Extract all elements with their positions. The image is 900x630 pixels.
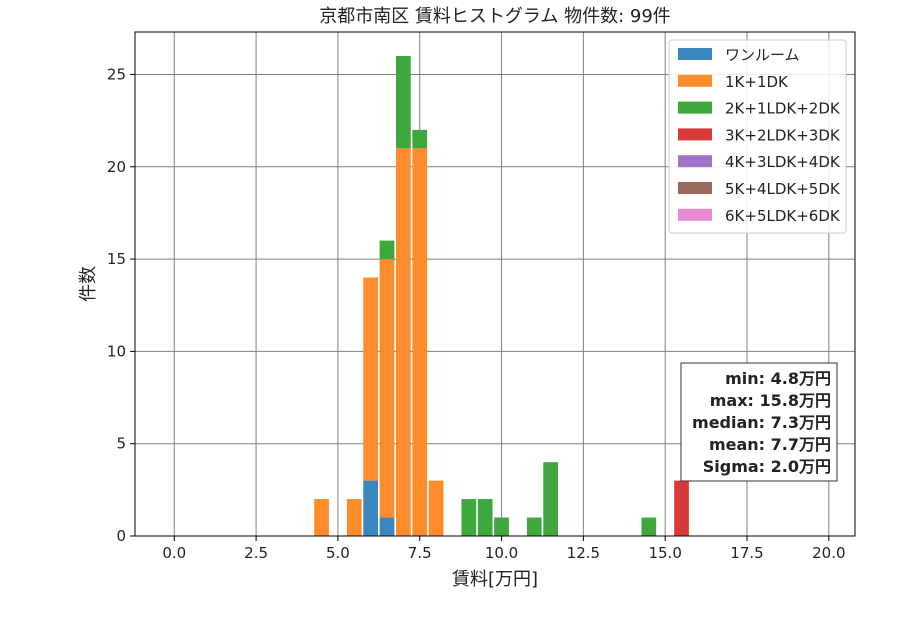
bar-2-4 [396,56,411,149]
stats-line-4: Sigma: 2.0万円 [703,457,831,476]
x-tick-label: 2.5 [244,544,268,562]
legend-swatch-1 [678,74,712,87]
bar-2-8 [477,499,493,536]
x-tick-label: 20.0 [812,544,845,562]
x-tick-label: 5.0 [326,544,350,562]
legend-label-5: 5K+4LDK+5DK [725,180,841,198]
bar-2-3 [379,240,395,260]
x-axis-label: 賃料[万円] [452,569,538,590]
y-tick-label: 20 [107,158,126,176]
legend-label-3: 3K+2LDK+3DK [725,126,841,144]
bar-1-2 [363,277,378,481]
y-axis-label: 件数 [78,266,99,302]
x-tick-label: 17.5 [730,544,763,562]
bar-2-12 [641,517,657,536]
x-tick-label: 0.0 [162,544,186,562]
y-tick-label: 15 [107,250,126,268]
y-tick-label: 0 [116,527,126,545]
bar-2-9 [494,517,509,536]
bar-2-11 [543,462,558,536]
legend-box [668,39,847,234]
stats-box-frame [680,362,838,482]
legend-swatch-6 [678,208,712,221]
legend-label-1: 1K+1DK [725,73,789,91]
plot-frame [134,31,856,537]
bar-0-3 [379,517,395,536]
stats-line-1: max: 15.8万円 [710,391,831,410]
y-tick-label: 10 [107,342,126,360]
x-tick-label: 7.5 [408,544,432,562]
legend-swatch-4 [678,155,712,168]
bar-1-1 [346,499,362,536]
x-tick-label: 15.0 [648,544,681,562]
y-tick-label: 5 [116,435,126,453]
bar-2-5 [412,129,428,149]
legend-swatch-0 [678,48,712,60]
stats-box: min: 4.8万円 max: 15.8万円 median: 7.3万円 mean: … [680,362,838,482]
bar-1-3 [379,259,395,518]
legend-swatch-2 [678,101,712,114]
bar-1-4 [396,148,411,537]
bar-1-5 [412,148,428,537]
bar-1-6 [428,480,444,536]
bar-2-7 [461,499,477,536]
bar-1-0 [314,499,329,536]
legend-label-4: 4K+3LDK+4DK [725,153,841,171]
stats-line-3: mean: 7.7万円 [709,435,831,454]
legend-label-6: 6K+5LDK+6DK [725,207,841,225]
x-tick-label: 10.0 [485,544,518,562]
legend-label-2: 2K+1LDK+2DK [725,100,841,118]
bar-2-10 [526,517,542,536]
legend: ワンルーム 1K+1DK 2K+1LDK+2DK 3K+2LDK+3DK 4K+3LDK… [668,39,847,234]
stats-line-2: median: 7.3万円 [692,413,831,432]
y-tick-label: 25 [107,65,126,83]
histogram-bars [314,56,689,537]
x-tick-label: 12.5 [567,544,600,562]
axis-ticks: 0.0 2.5 5.0 7.5 10.0 12.5 15.0 17.5 20.0 0 5 10 15 20… [107,65,846,562]
stats-line-0: min: 4.8万円 [725,369,831,388]
legend-label-0: ワンルーム [725,46,800,64]
chart-title: 京都市南区 賃料ヒストグラム 物件数: 99件 [319,6,671,27]
legend-swatch-3 [678,128,712,141]
bar-3-13 [674,480,689,536]
legend-swatch-5 [678,182,712,194]
bar-0-2 [363,480,378,536]
